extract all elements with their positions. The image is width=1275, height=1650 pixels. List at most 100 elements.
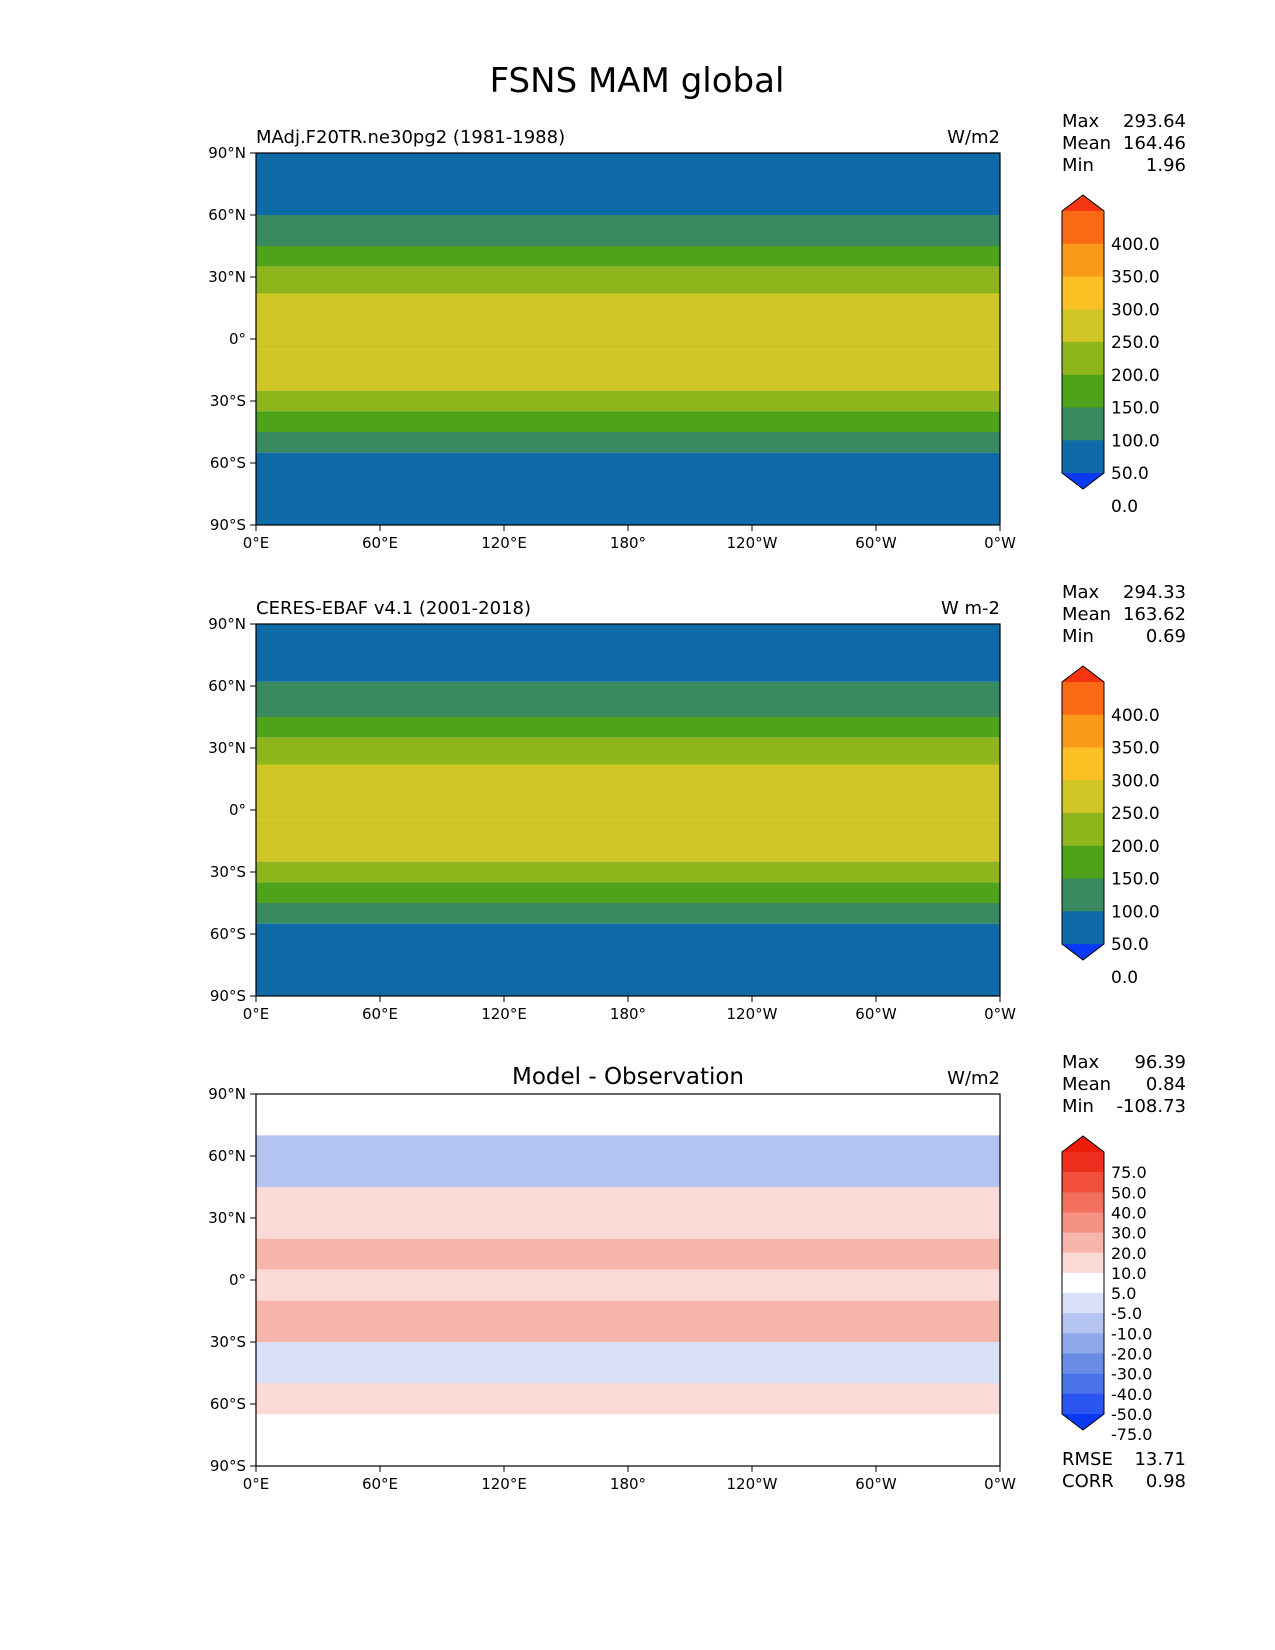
colorbar-label: 350.0 [1111, 268, 1160, 288]
colorbar-label: 0.0 [1111, 968, 1138, 988]
colorbar-label: 5.0 [1111, 1284, 1136, 1303]
field-model [256, 153, 1000, 525]
colorbar-segment [1062, 1192, 1104, 1213]
field-observation [256, 624, 1000, 996]
colorbar-label: 300.0 [1111, 771, 1160, 791]
zonal-band [256, 923, 1000, 996]
y-tick-label: 30°N [208, 739, 246, 757]
y-tick-label: 60°N [208, 1147, 246, 1165]
panel-title: CERES-EBAF v4.1 (2001-2018) [256, 598, 531, 619]
zonal-band [256, 390, 1000, 412]
x-tick-label: 120°E [481, 534, 527, 552]
panel-title: MAdj.F20TR.ne30pg2 (1981-1988) [256, 127, 565, 148]
zonal-band [256, 903, 1000, 924]
y-tick-label: 90°N [208, 144, 246, 162]
stat-label: Mean [1062, 133, 1111, 154]
zonal-band [256, 411, 1000, 432]
colorbar-segment [1062, 747, 1104, 781]
stat-label: Min [1062, 626, 1094, 647]
y-tick-label: 60°S [210, 1395, 246, 1413]
colorbar-label: 50.0 [1111, 1183, 1147, 1202]
zonal-band [256, 1300, 1000, 1342]
x-tick-label: 0°E [243, 1005, 270, 1023]
colorbar-segment [1062, 911, 1104, 945]
colorbar-label: -75.0 [1111, 1425, 1152, 1444]
colorbar-extend-max [1062, 195, 1104, 211]
stat-value: 164.46 [1123, 133, 1186, 154]
stat-label: Max [1062, 1052, 1100, 1073]
colorbar-label: 150.0 [1111, 399, 1160, 419]
x-tick-label: 120°W [727, 1005, 778, 1023]
colorbar-label: 10.0 [1111, 1264, 1147, 1283]
colorbar-label: 20.0 [1111, 1244, 1147, 1263]
y-tick-label: 60°N [208, 677, 246, 695]
colorbar-label: 30.0 [1111, 1224, 1147, 1243]
colorbar-segment [1062, 1353, 1104, 1375]
colorbar-label: 100.0 [1111, 431, 1160, 451]
stat-value: 163.62 [1123, 604, 1186, 625]
colorbar-extend-min [1062, 944, 1104, 960]
colorbar-label: 250.0 [1111, 333, 1160, 353]
zonal-band [256, 1187, 1000, 1239]
y-tick-label: 60°S [210, 454, 246, 472]
stat-value: 0.69 [1146, 626, 1186, 647]
colorbar-segment [1062, 780, 1104, 814]
zonal-band [256, 820, 1000, 862]
colorbar-label: 50.0 [1111, 464, 1149, 484]
y-tick-label: 30°N [208, 268, 246, 286]
x-tick-label: 180° [610, 534, 646, 552]
colorbar-label: 400.0 [1111, 235, 1160, 255]
units-label: W m-2 [941, 598, 1000, 619]
colorbar-extend-min [1062, 1414, 1104, 1430]
field-difference [256, 1094, 1000, 1466]
colorbar-extend-max [1062, 1136, 1104, 1152]
y-tick-label: 0° [229, 330, 246, 348]
colorbar-segment [1062, 1212, 1104, 1234]
y-tick-label: 30°N [208, 1209, 246, 1227]
metric-value: 13.71 [1134, 1449, 1186, 1470]
x-tick-label: 60°E [362, 1005, 398, 1023]
x-tick-label: 60°W [855, 1005, 897, 1023]
x-tick-label: 0°W [984, 534, 1016, 552]
y-tick-label: 0° [229, 1271, 246, 1289]
stat-value: 294.33 [1123, 582, 1186, 603]
units-label: W/m2 [947, 127, 1000, 148]
colorbar-segment [1062, 211, 1104, 245]
x-tick-label: 180° [610, 1005, 646, 1023]
zonal-band [256, 1238, 1000, 1270]
stat-value: 293.64 [1123, 111, 1186, 132]
colorbar-segment [1062, 1293, 1104, 1314]
zonal-band [256, 349, 1000, 391]
x-tick-label: 180° [610, 1475, 646, 1493]
zonal-band [256, 1414, 1000, 1466]
colorbar-segment [1062, 374, 1104, 408]
x-tick-label: 0°E [243, 1475, 270, 1493]
colorbar-label: -20.0 [1111, 1345, 1152, 1364]
x-tick-label: 60°W [855, 534, 897, 552]
colorbar-outline [1061, 665, 1105, 961]
zonal-band [256, 432, 1000, 453]
colorbar-label: 200.0 [1111, 837, 1160, 857]
stat-value: -108.73 [1117, 1096, 1186, 1117]
zonal-band [256, 246, 1000, 267]
colorbar-segment [1062, 845, 1104, 879]
colorbar-label: -50.0 [1111, 1405, 1152, 1424]
colorbar-model: 400.0 350.0 300.0 250.0 200.0 150.0 100.0 50.0 0… [1061, 194, 1160, 517]
zonal-band [256, 1135, 1000, 1187]
zonal-band [256, 717, 1000, 738]
colorbar-segment [1062, 1232, 1104, 1254]
y-tick-label: 30°S [210, 863, 246, 881]
y-tick-label: 60°N [208, 206, 246, 224]
metric-label: RMSE [1062, 1449, 1113, 1470]
panel-title: Model - Observation [512, 1064, 744, 1090]
colorbar-extend-min [1062, 473, 1104, 489]
colorbar-label: -5.0 [1111, 1304, 1142, 1323]
colorbar-label: -10.0 [1111, 1324, 1152, 1343]
colorbar-segment [1062, 243, 1104, 277]
map-panel-model: 90°N 60°N 30°N 0° 30°S 60°S 90°S0°E 60°E 120°E 18… [208, 111, 1186, 552]
stat-label: Max [1062, 111, 1100, 132]
colorbar-label: 400.0 [1111, 706, 1160, 726]
colorbar-label: 75.0 [1111, 1163, 1147, 1182]
colorbar-segment [1062, 1393, 1104, 1415]
